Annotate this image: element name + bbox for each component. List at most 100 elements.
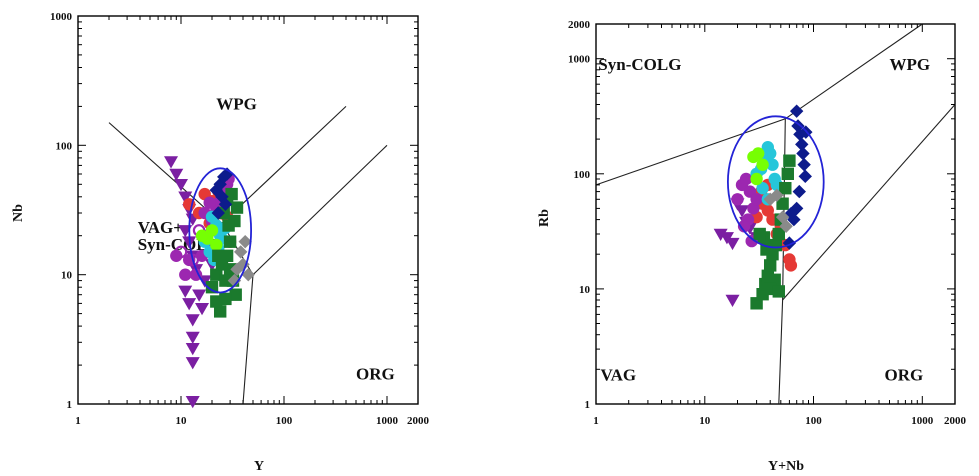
right-x-tick-label: 10: [699, 415, 711, 427]
right-point-diamond: [779, 219, 793, 233]
right-point-square: [776, 197, 789, 210]
right-axis-ticks: 1 10 100 1000 2000 1 10 100 1000 2000: [568, 19, 967, 427]
left-point-diamond: [234, 245, 248, 259]
right-point-square: [764, 259, 777, 272]
left-x-tick-label: 10: [176, 415, 188, 427]
right-point-triangle-down: [734, 205, 749, 218]
right-y-tick-label: 2000: [568, 19, 591, 31]
left-point-square: [223, 263, 237, 276]
right-highlight-circle: [726, 115, 825, 249]
left-point-triangle-down: [185, 357, 200, 370]
left-x-tick-label: 2000: [407, 415, 430, 427]
left-point-circle: [203, 196, 216, 209]
left-y-tick-label: 100: [56, 140, 73, 152]
right-point-diamond: [789, 201, 804, 216]
right-point-square: [772, 227, 785, 241]
right-point-diamond: [795, 137, 809, 152]
right-x-tick-label: 1: [593, 415, 599, 427]
left-boundary-line: [252, 144, 388, 276]
left-point-square: [210, 295, 223, 308]
right-point-circle: [761, 204, 774, 217]
left-highlight-circle-shape: [188, 167, 253, 294]
right-highlight-circle-shape: [726, 115, 825, 249]
right-point-diamond: [791, 119, 805, 133]
left-point-circle-open: [186, 253, 199, 267]
left-x-tick-label: 1: [75, 415, 81, 427]
right-point-diamond: [792, 184, 806, 199]
right-x-axis-label: Y+Nb: [768, 459, 804, 474]
left-y-tick-label: 1000: [50, 11, 73, 23]
right-point-square: [772, 285, 785, 298]
left-point-triangle-down: [185, 396, 200, 409]
right-point-circle: [756, 158, 769, 171]
left-point-square: [212, 249, 225, 262]
left-point-square: [205, 281, 219, 294]
left-y-tick-label: 1: [67, 399, 73, 411]
left-x-axis-label: Y: [254, 459, 264, 474]
left-point-square: [222, 219, 235, 232]
right-y-tick-label: 100: [574, 169, 591, 181]
left-data-points: [164, 156, 255, 409]
left-highlight-circle: [188, 167, 253, 294]
right-data-points: [713, 104, 813, 310]
left-point-triangle-down: [173, 179, 188, 192]
right-y-tick-label: 10: [579, 284, 591, 296]
right-point-circle: [731, 193, 744, 206]
left-point-circle: [195, 229, 209, 242]
left-point-triangle-down: [192, 289, 207, 302]
right-y-tick-label: 1000: [568, 54, 591, 66]
left-point-diamond: [211, 206, 225, 220]
right-point-circle: [766, 158, 779, 171]
right-plot-background: [595, 23, 956, 405]
left-field-label: ORG: [356, 364, 395, 383]
left-point-triangle-down: [178, 191, 193, 204]
left-point-circle-open: [174, 245, 188, 259]
right-point-square: [753, 227, 766, 241]
left-point-circle: [189, 268, 203, 281]
right-point-diamond: [789, 104, 804, 118]
right-point-circle: [739, 172, 753, 186]
left-y-axis-label: Nb: [11, 204, 26, 222]
right-plot-panel: Syn-COLG WPG VAG ORG 1 10 100 1000 2000 1 10 100 10…: [537, 19, 967, 474]
right-field-label: VAG: [601, 366, 637, 385]
right-point-diamond: [770, 188, 784, 203]
right-point-diamond: [797, 157, 811, 172]
right-point-square: [779, 182, 792, 195]
right-field-label: WPG: [890, 55, 931, 74]
right-point-diamond: [782, 236, 797, 250]
right-point-square: [781, 167, 794, 180]
left-point-triangle-down: [182, 298, 197, 311]
left-point-triangle-down: [185, 331, 200, 344]
left-point-diamond: [227, 273, 242, 288]
left-point-square: [229, 288, 242, 301]
right-point-diamond: [796, 146, 810, 161]
right-plot-frame: [595, 23, 956, 405]
left-point-triangle-down: [164, 156, 179, 169]
right-point-diamond: [798, 169, 812, 184]
left-point-diamond: [218, 197, 233, 212]
right-boundary-line: [782, 104, 956, 301]
right-field-label: Syn-COLG: [598, 55, 681, 74]
left-field-label: WPG: [216, 94, 257, 113]
right-field-labels: Syn-COLG WPG VAG ORG: [598, 55, 930, 385]
right-y-axis-label: Rb: [537, 209, 552, 227]
left-y-tick-label: 10: [61, 270, 73, 282]
right-point-circle: [750, 172, 763, 186]
right-point-square: [783, 154, 796, 167]
right-x-tick-label: 1000: [911, 415, 934, 427]
right-x-tick-label: 2000: [944, 415, 967, 427]
left-point-diamond: [241, 267, 255, 282]
right-point-triangle-down: [713, 228, 728, 241]
right-point-triangle-down: [725, 294, 740, 308]
right-point-circle: [784, 259, 798, 272]
left-point-square: [223, 235, 237, 248]
right-y-tick-label: 1: [585, 399, 591, 411]
right-x-tick-label: 100: [805, 415, 822, 427]
left-field-label: VAG+: [138, 218, 183, 237]
right-field-label: ORG: [885, 366, 924, 385]
left-plot-frame: [77, 15, 419, 405]
left-point-circle: [210, 238, 223, 252]
